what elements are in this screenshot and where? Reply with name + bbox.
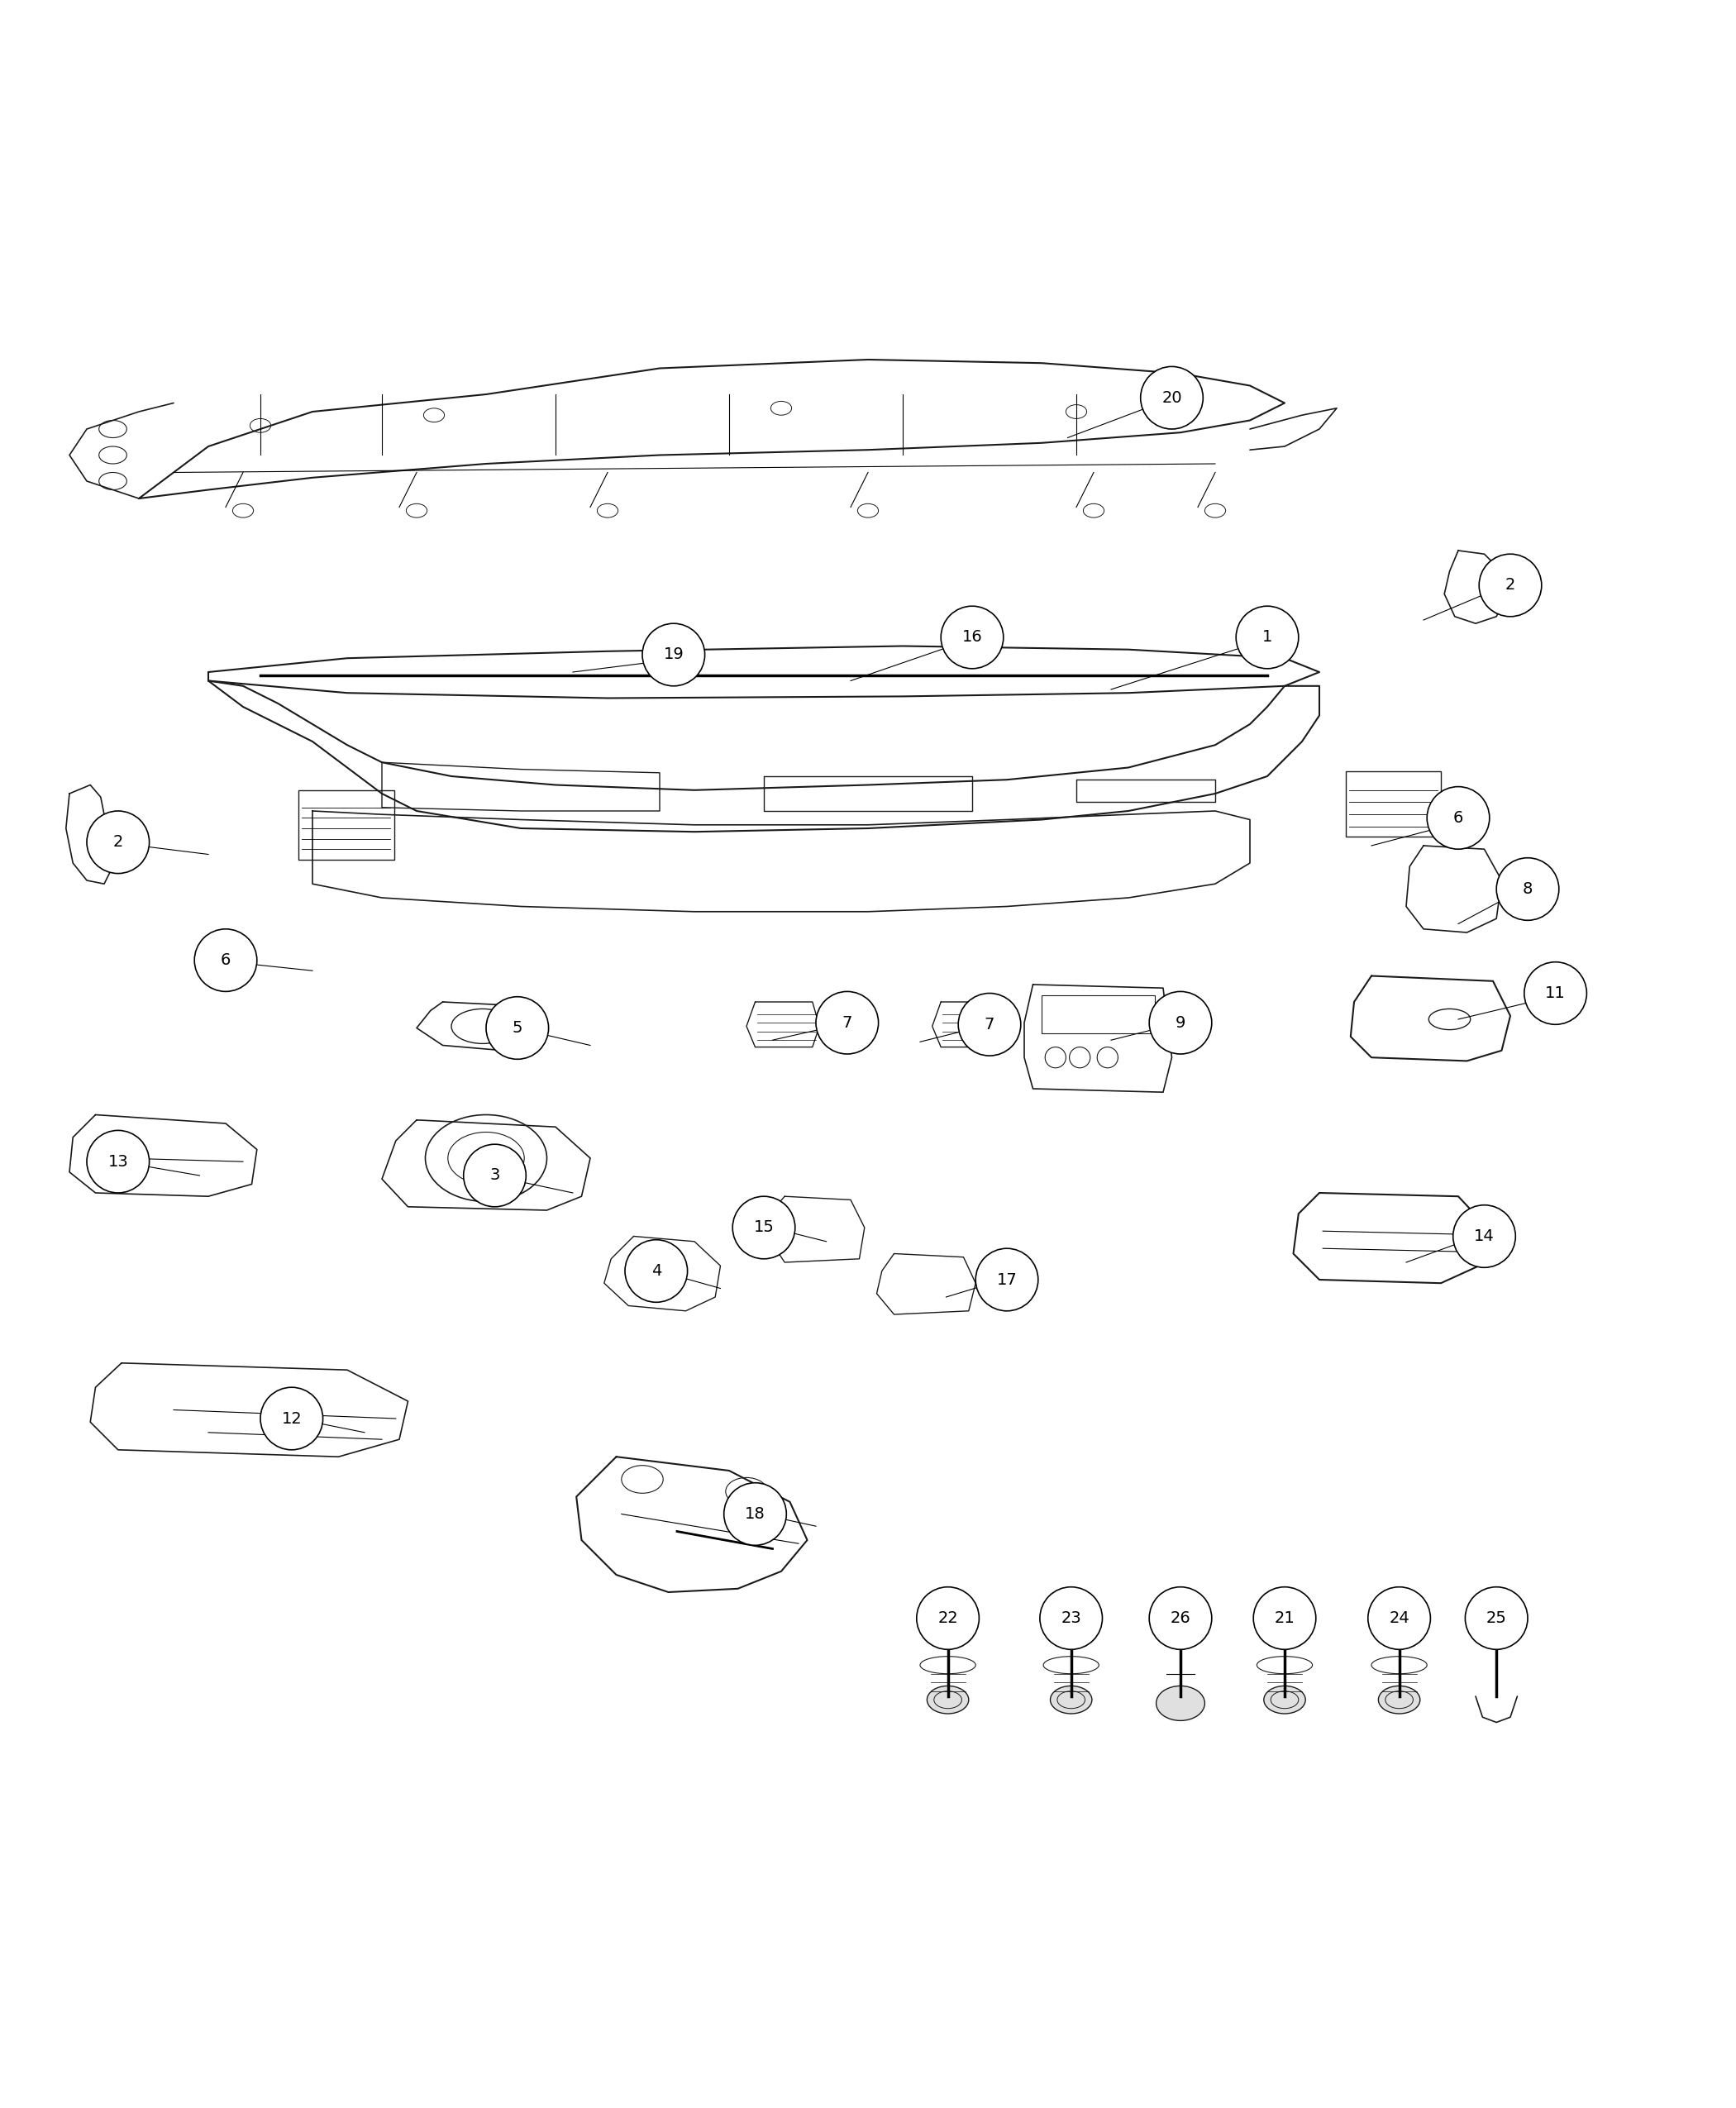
Circle shape [486,997,549,1058]
Circle shape [464,1145,526,1206]
Text: 11: 11 [1545,984,1566,1001]
Circle shape [194,930,257,991]
Circle shape [976,1248,1038,1311]
Circle shape [260,1387,323,1450]
Text: 5: 5 [512,1020,523,1035]
Ellipse shape [1156,1686,1205,1720]
Circle shape [958,993,1021,1056]
Bar [1345,772,1441,837]
Ellipse shape [1050,1686,1092,1714]
Circle shape [1465,1587,1528,1648]
Text: 26: 26 [1170,1611,1191,1625]
Bar [299,790,394,860]
Circle shape [816,991,878,1054]
Circle shape [87,1130,149,1193]
Circle shape [941,607,1003,668]
Text: 4: 4 [651,1263,661,1280]
Circle shape [1236,607,1299,668]
Text: 8: 8 [1522,881,1533,896]
Circle shape [1149,991,1212,1054]
Text: 2: 2 [113,835,123,850]
Text: 16: 16 [962,630,983,645]
Circle shape [1524,961,1587,1024]
Text: 6: 6 [220,953,231,968]
Circle shape [1141,367,1203,430]
Ellipse shape [1264,1686,1305,1714]
Text: 25: 25 [1486,1611,1507,1625]
Text: 7: 7 [842,1014,852,1031]
Text: 20: 20 [1161,390,1182,405]
Text: 23: 23 [1061,1611,1082,1625]
Circle shape [1368,1587,1430,1648]
Bar [1042,995,1154,1033]
Circle shape [1040,1587,1102,1648]
Text: 21: 21 [1274,1611,1295,1625]
Text: 17: 17 [996,1271,1017,1288]
Circle shape [1427,786,1489,850]
Text: 14: 14 [1474,1229,1495,1244]
Text: 13: 13 [108,1153,128,1170]
Circle shape [1453,1206,1516,1267]
Text: 9: 9 [1175,1014,1186,1031]
Circle shape [917,1587,979,1648]
Circle shape [733,1197,795,1258]
Circle shape [625,1240,687,1303]
Circle shape [87,812,149,873]
Circle shape [642,624,705,685]
Text: 12: 12 [281,1410,302,1427]
Circle shape [724,1482,786,1545]
Text: 19: 19 [663,647,684,662]
Text: 6: 6 [1453,809,1463,826]
Circle shape [1253,1587,1316,1648]
Ellipse shape [927,1686,969,1714]
Circle shape [1149,1587,1212,1648]
Ellipse shape [1378,1686,1420,1714]
Circle shape [1496,858,1559,921]
Text: 18: 18 [745,1507,766,1522]
Text: 24: 24 [1389,1611,1410,1625]
Text: 2: 2 [1505,578,1516,592]
Circle shape [1479,554,1542,616]
Text: 22: 22 [937,1611,958,1625]
Text: 7: 7 [984,1016,995,1033]
Text: 15: 15 [753,1221,774,1235]
Text: 1: 1 [1262,630,1272,645]
Text: 3: 3 [490,1168,500,1183]
